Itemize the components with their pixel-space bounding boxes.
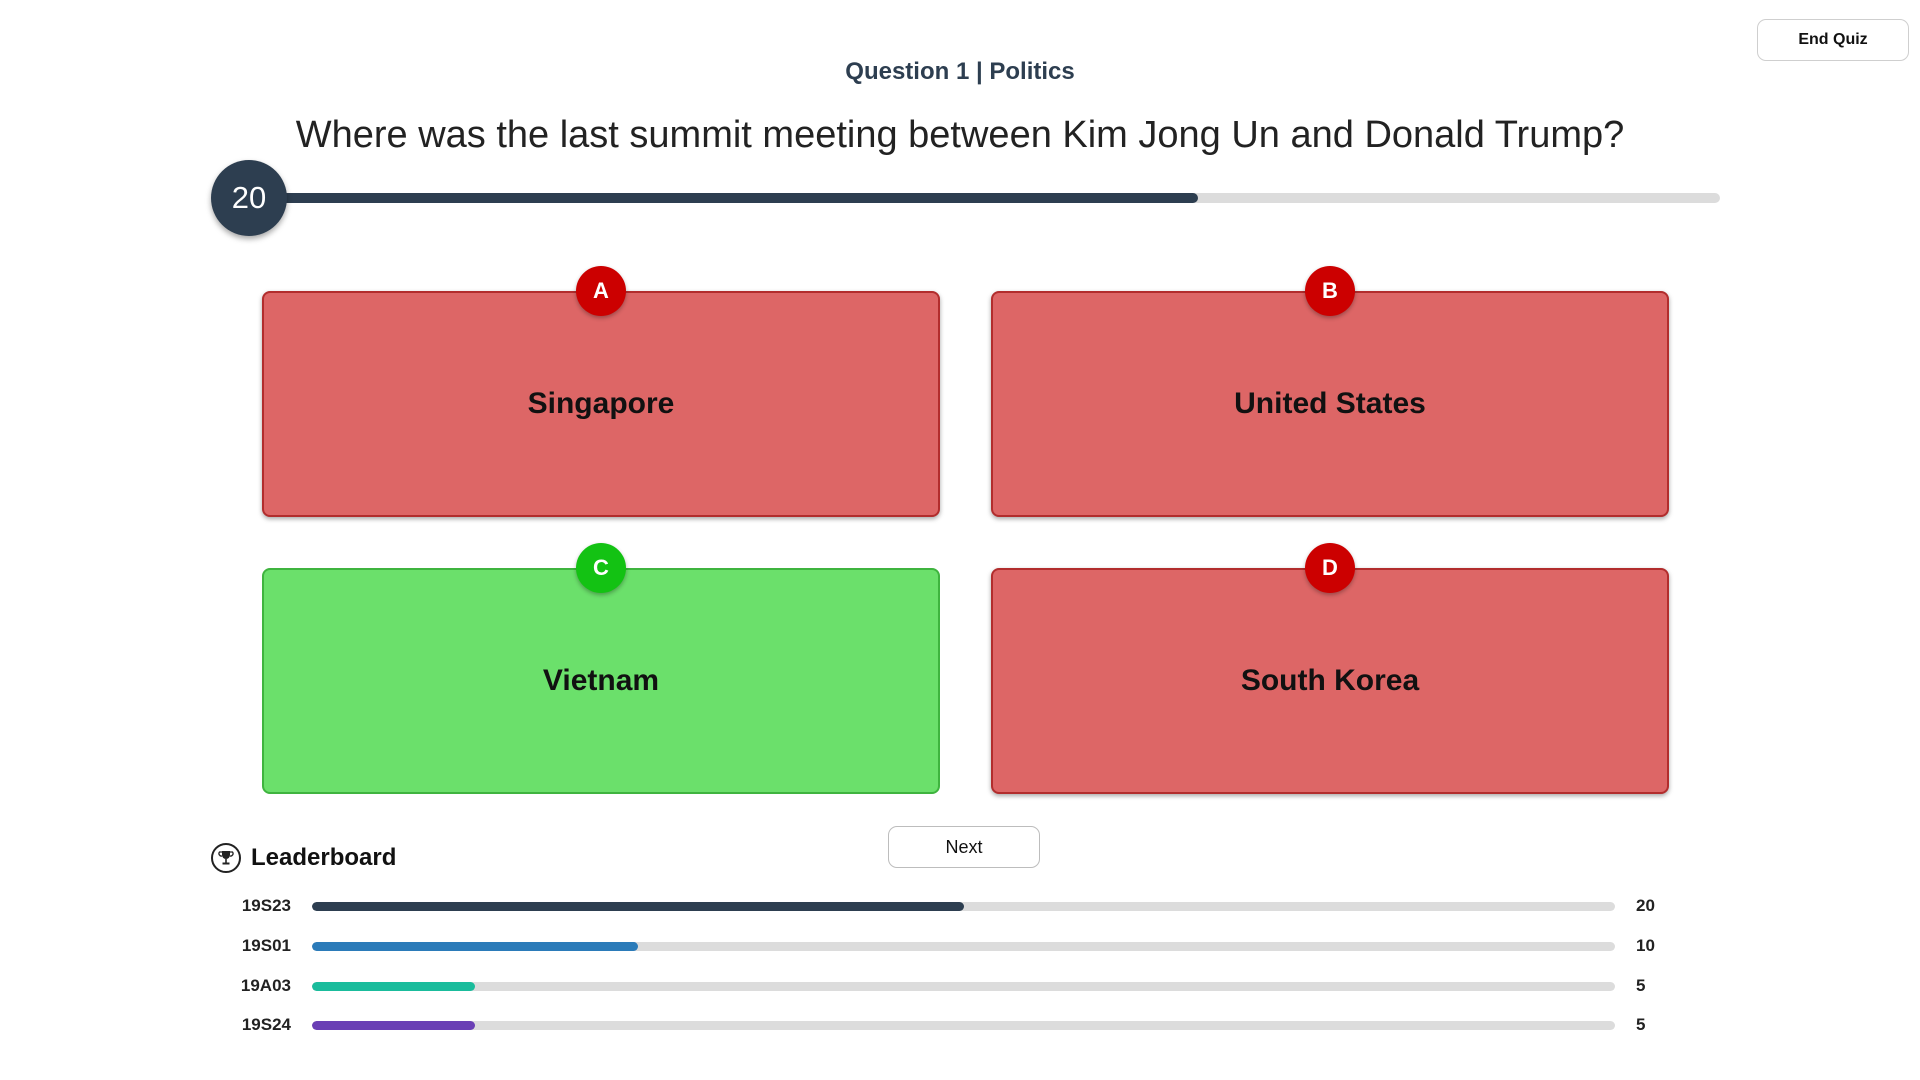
score-bar-fill: [312, 1020, 475, 1030]
answer-option-c[interactable]: Vietnam: [262, 568, 940, 794]
leaderboard-row: 19A03 5: [211, 974, 1661, 998]
answer-option-a[interactable]: Singapore: [262, 291, 940, 517]
answer-option-b[interactable]: United States: [991, 291, 1669, 517]
leaderboard-title: Leaderboard: [251, 844, 397, 871]
answer-label: United States: [1234, 387, 1426, 420]
team-name: 19S01: [241, 936, 291, 955]
score-bar: [312, 981, 1615, 991]
answer-letter-badge-c: C: [576, 543, 626, 593]
end-quiz-button[interactable]: End Quiz: [1757, 19, 1909, 61]
team-name: 19S23: [241, 896, 291, 915]
score-bar: [312, 1020, 1615, 1030]
timer-countdown: 20: [211, 160, 287, 236]
team-score: 10: [1636, 936, 1655, 955]
team-score: 5: [1636, 1015, 1646, 1034]
timer-progress-fill: [270, 193, 1198, 203]
answer-label: South Korea: [1240, 664, 1420, 697]
score-bar-fill: [312, 941, 638, 951]
leaderboard-row: 19S24 5: [211, 1013, 1661, 1037]
answer-label: Singapore: [527, 387, 675, 420]
team-name: 19A03: [240, 976, 291, 995]
leaderboard-header: Leaderboard: [211, 841, 396, 875]
answer-letter-badge-d: D: [1305, 543, 1355, 593]
timer-progress-bar: [270, 193, 1720, 203]
answer-option-d[interactable]: South Korea: [991, 568, 1669, 794]
score-bar-fill: [312, 981, 475, 991]
next-button[interactable]: Next: [888, 826, 1040, 868]
question-header: Question 1 | Politics: [845, 58, 1075, 85]
trophy-icon: [211, 843, 241, 873]
leaderboard-row: 19S01 10: [211, 934, 1661, 958]
answer-letter-badge-b: B: [1305, 266, 1355, 316]
leaderboard-row: 19S23 20: [211, 894, 1661, 918]
team-score: 5: [1636, 976, 1646, 995]
answer-label: Vietnam: [542, 664, 660, 697]
team-name: 19S24: [241, 1015, 291, 1034]
team-score: 20: [1636, 896, 1655, 915]
score-bar-fill: [312, 901, 964, 911]
score-bar: [312, 901, 1615, 911]
score-bar: [312, 941, 1615, 951]
question-text: Where was the last summit meeting betwee…: [295, 114, 1625, 156]
answer-letter-badge-a: A: [576, 266, 626, 316]
